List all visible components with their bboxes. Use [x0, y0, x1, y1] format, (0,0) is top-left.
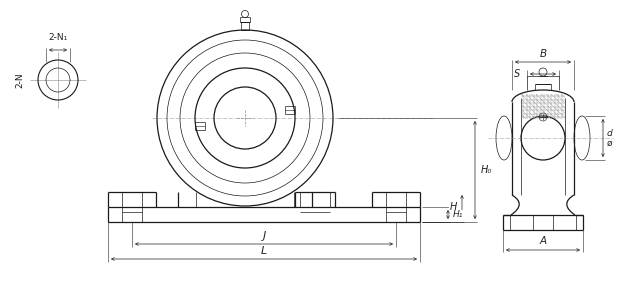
Text: J: J: [262, 231, 265, 241]
Text: L: L: [261, 246, 267, 256]
Text: A: A: [540, 236, 547, 246]
Text: d: d: [607, 128, 613, 138]
Text: ø: ø: [607, 138, 613, 147]
Text: H₀: H₀: [481, 165, 492, 175]
Text: S: S: [513, 69, 520, 79]
Text: B: B: [540, 49, 547, 59]
Text: H₁: H₁: [453, 210, 463, 219]
Text: H: H: [449, 202, 457, 212]
Text: 2-N: 2-N: [15, 72, 24, 88]
Text: 2-N₁: 2-N₁: [48, 33, 67, 42]
